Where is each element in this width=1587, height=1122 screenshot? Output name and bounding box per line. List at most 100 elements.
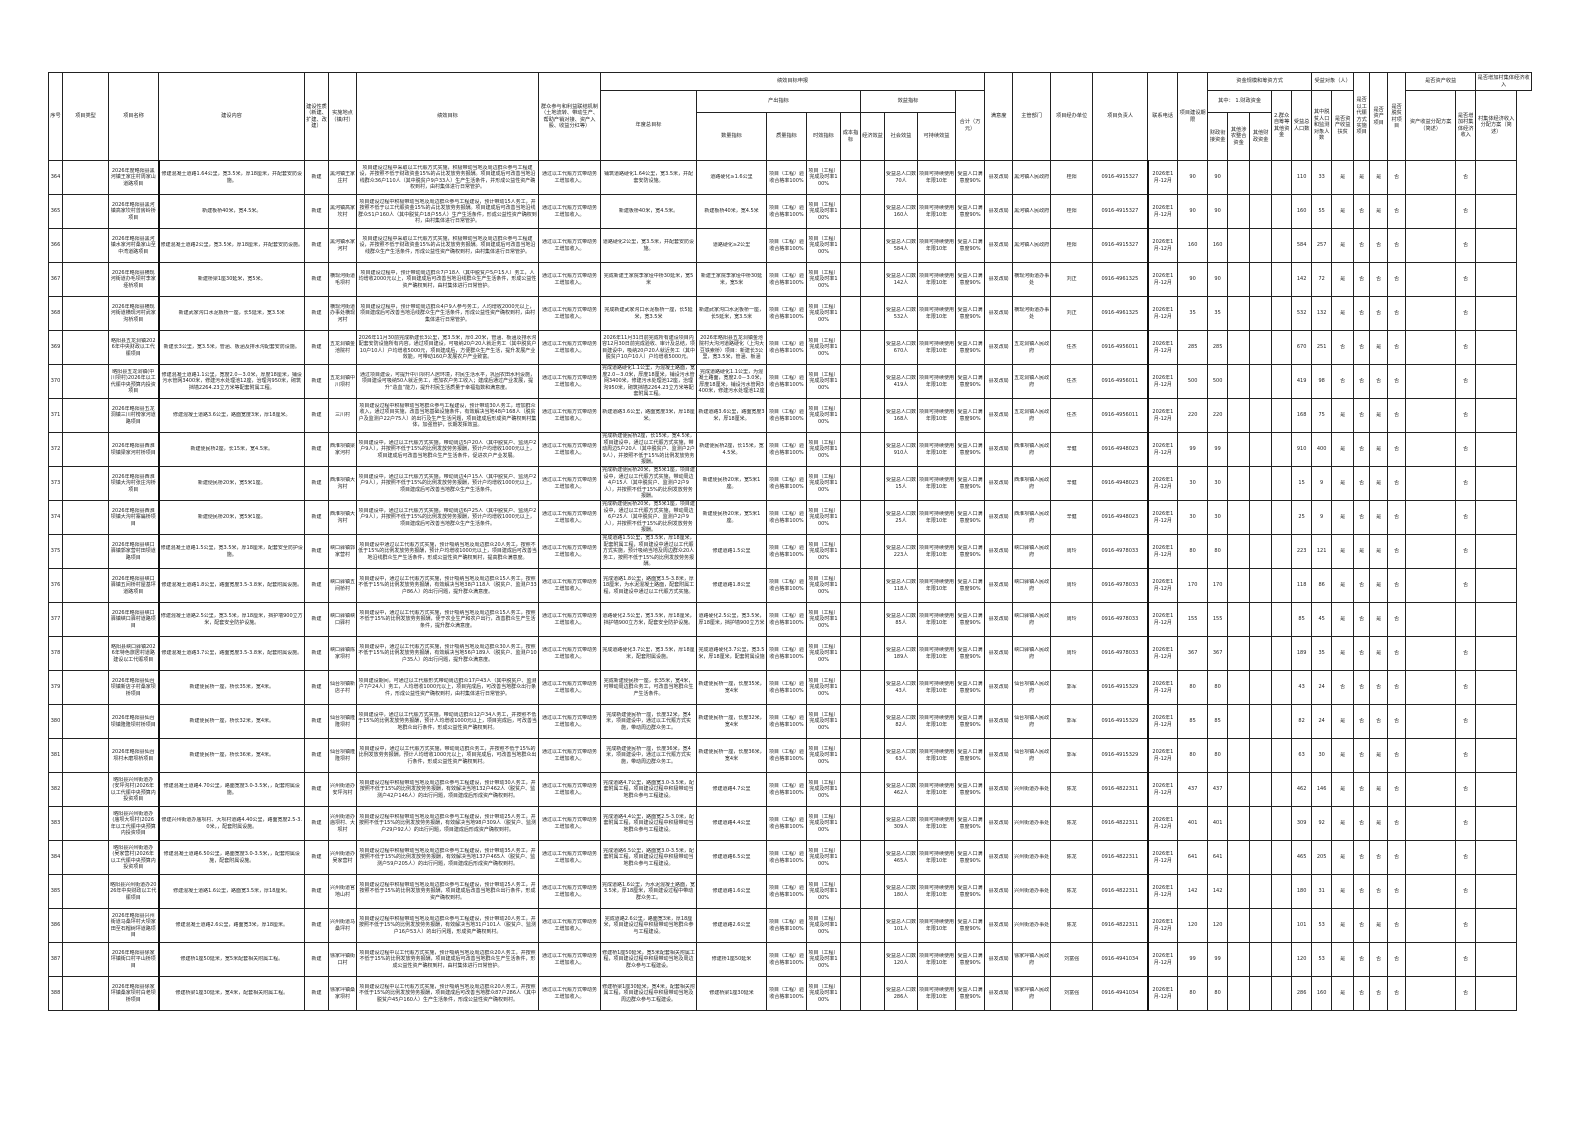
cell-text-income: 否 — [1394, 208, 1400, 215]
header-goal: 绩效目标 — [356, 72, 539, 161]
cell-nature: 新建 — [304, 602, 329, 637]
cell-text-part: 通过以工代赈方式带动务工增加收入。 — [541, 851, 597, 864]
cell-text-quality: 项目（工程）验收合格率100% — [768, 953, 804, 966]
cell-empty — [62, 364, 109, 399]
cell-text-yg: 是 — [1340, 582, 1346, 589]
cell-name: 2026年略阳县黑河镇高家坎村曾房岭桥项目 — [108, 194, 159, 229]
cell-satis: 受益人口满意度90% — [954, 228, 986, 263]
cell-poor: 35 — [1311, 636, 1333, 671]
header-content: 建设内容 — [158, 72, 305, 161]
cell-part: 通过以工代赈方式带动务工增加收入。 — [538, 738, 601, 773]
cell-text-yg: 否 — [1340, 344, 1346, 351]
cell-text-person: 刘富强 — [1064, 956, 1080, 963]
header-output-group: 产出指标 — [696, 90, 861, 113]
cell-poor: 45 — [1311, 602, 1333, 637]
cell-text-unit: 横现河街道办事处 — [1014, 273, 1050, 286]
cell-text-sustain: 项目可持续使用年限10年 — [919, 443, 954, 456]
cell-text-sustain: 项目可持续使用年限10年 — [919, 851, 954, 864]
cell-income: 否 — [1387, 636, 1407, 671]
cell-empty — [840, 398, 861, 433]
cell-text-pop: 180 — [1296, 888, 1307, 895]
cell-content: 修建混凝土道路6.50公里，路面宽度3.0-3.5米，，配套附属设施，配套附属设… — [157, 840, 305, 875]
cell-part: 通过以工代赈方式带动务工增加收入。 — [538, 908, 601, 943]
cell-text-time: 项目（工程）完成及时率100% — [808, 337, 839, 357]
cell-text-person: 任杰 — [1066, 378, 1077, 385]
cell-empty — [1271, 364, 1293, 399]
cell-text-no: 370 — [50, 378, 61, 385]
cell-income: 否 — [1387, 466, 1407, 501]
cell-empty — [1405, 874, 1457, 909]
cell-total: 500 — [1177, 364, 1209, 399]
cell-income: 否 — [1387, 194, 1407, 229]
cell-text-name: 2026年略阳县西淮坝镇梁家河村桥项目 — [110, 443, 156, 456]
cell-text-content: 新建便民桥20米，宽5米1座。 — [197, 480, 266, 487]
cell-pop: 286 — [1291, 976, 1313, 1011]
cell-text-poor: 257 — [1316, 242, 1327, 249]
cell-empty — [1227, 636, 1251, 671]
cell-unit: 仙台坝镇人民政府 — [1012, 704, 1052, 739]
cell-text-person: 任杰 — [1066, 412, 1077, 419]
cell-asset: 否 — [1353, 670, 1371, 705]
cell-text-content: 新建武家沟口水泥板桥一座，长5延米，宽3.5米 — [178, 310, 285, 317]
cell-empty — [840, 160, 861, 195]
cell-qty: 修建道路4.7公里 — [696, 772, 767, 807]
cell-text-poor: 400 — [1316, 446, 1327, 453]
cell-loc: 黑河镇高家坎村 — [328, 194, 357, 229]
cell-empty — [1405, 466, 1457, 501]
cell-text-coll: 否 — [1463, 480, 1469, 487]
cell-goal: 项目建设中，通过以工代赈方式实施，带动周边6户25人（其中脱贫户、监测户2户9人… — [356, 500, 539, 535]
cell-text-satis: 受益人口满意度90% — [957, 987, 983, 1000]
cell-person: 周玲 — [1050, 568, 1094, 603]
cell-poor: 205 — [1311, 840, 1333, 875]
cell-goal: 项目建设中，通过以工代赈方式实施，预计吸纳当地及周边群众15人务工，按照不低于1… — [356, 602, 539, 637]
cell-asset: 否 — [1353, 194, 1371, 229]
cell-satis: 受益人口满意度90% — [954, 704, 986, 739]
cell-phone: 0916-4978033 — [1092, 636, 1149, 671]
cell-text-unit: 西淮坝镇人民政府 — [1014, 477, 1050, 490]
cell-empty — [62, 330, 109, 365]
cell-phone: 0916-4915327 — [1092, 194, 1149, 229]
cell-text-satis: 受益人口满意度90% — [957, 579, 983, 592]
cell-text-village: 是 — [1376, 786, 1382, 793]
cell-text-satis: 受益人口满意度90% — [957, 919, 983, 932]
cell-text-poor: 35 — [1318, 650, 1325, 657]
cell-text-goal: 项目建设过程中采取以工代赈方式实施，积极带动当地及周边群众参与工程建设，并按照不… — [359, 235, 536, 255]
cell-empty — [1249, 262, 1273, 297]
cell-text-income: 否 — [1394, 990, 1400, 997]
cell-text-content: 新建桥梁1座30延米，宽5米。 — [197, 276, 266, 283]
cell-text-dept: 县发改局 — [988, 582, 1009, 589]
cell-text-goal: 通过项目建设，可提升中川坝村人居环境，村民生活水平，巩固农田水利设施，项目建设可… — [359, 371, 535, 391]
cell-text-asset: 否 — [1359, 412, 1365, 419]
cell-asset: 否 — [1353, 296, 1371, 331]
cell-annual: 2026年11月31日前完成所有建设项目内容12月30日前完成验收、审计及总结，… — [600, 330, 697, 365]
cell-satis: 受益人口满意度90% — [954, 670, 986, 705]
cell-text-dept: 县发改局 — [988, 276, 1009, 283]
cell-period: 2026年1月-12月 — [1146, 398, 1179, 433]
cell-social: 受益总人口数189人 — [884, 636, 918, 671]
cell-text-asset: 否 — [1359, 514, 1365, 521]
cell-phone: 0916-4915329 — [1092, 704, 1149, 739]
cell-goal: 2026年11月30前完成新建长3公里，宽3.5米，厚0.20米，管涵、板涵及排… — [356, 330, 539, 365]
cell-pop: 15 — [1291, 466, 1313, 501]
cell-text-poor: 30 — [1318, 752, 1325, 759]
cell-text-poor: 75 — [1318, 412, 1325, 419]
cell-name: 2026年略阳县横现河街道横现河村武家沟桥项目 — [108, 296, 159, 331]
cell-part: 通过以工代赈方式带动务工增加收入。 — [538, 160, 601, 195]
cell-text-satis: 受益人口满意度90% — [957, 443, 983, 456]
cell-text-income: 否 — [1394, 174, 1400, 181]
cell-fiscal: 170 — [1207, 568, 1229, 603]
cell-dept: 县发改局 — [984, 602, 1014, 637]
cell-text-qty: 2026年略阳县五龙洞镇金池院村大沟河道路硬化（上沟大豆铁索桥）项目：新建长3公… — [698, 334, 764, 360]
cell-text-nature: 新建 — [311, 480, 322, 487]
cell-content: 新建便民桥20米，宽5米1座。 — [157, 500, 305, 535]
cell-unit: 黑河镇人民政府 — [1012, 228, 1052, 263]
cell-unit: 五龙洞镇人民政府 — [1012, 398, 1052, 433]
cell-text-phone: 0916-4948023 — [1101, 514, 1139, 521]
cell-phone: 0916-4941034 — [1092, 942, 1149, 977]
cell-text-time: 项目（工程）完成及时率100% — [808, 507, 839, 527]
cell-empty — [1475, 942, 1518, 977]
cell-text-fiscal: 160 — [1212, 242, 1223, 249]
cell-coll: 否 — [1455, 568, 1477, 603]
cell-text-qty: 修建桥梁1座30延米 — [709, 990, 754, 997]
cell-text-fiscal: 220 — [1212, 412, 1223, 419]
